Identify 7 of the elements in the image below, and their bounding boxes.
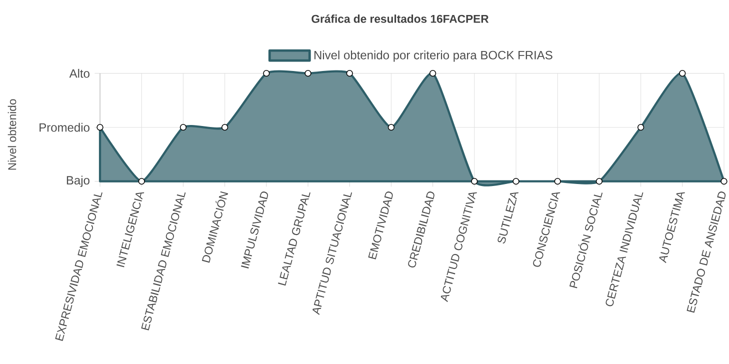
text: Promedio [40,122,90,132]
x-tick-label: LEALTAD GRUPAL [278,192,310,286]
legend-label: Nivel obtenido por criterio para BOCK FRIAS [314,50,552,62]
chart-title: Gráfica de resultados 16FACPER [312,14,489,23]
text: Alto [69,68,90,78]
y-axis-title: Nivel obtenido [8,99,16,170]
text: Bajo [66,176,90,187]
